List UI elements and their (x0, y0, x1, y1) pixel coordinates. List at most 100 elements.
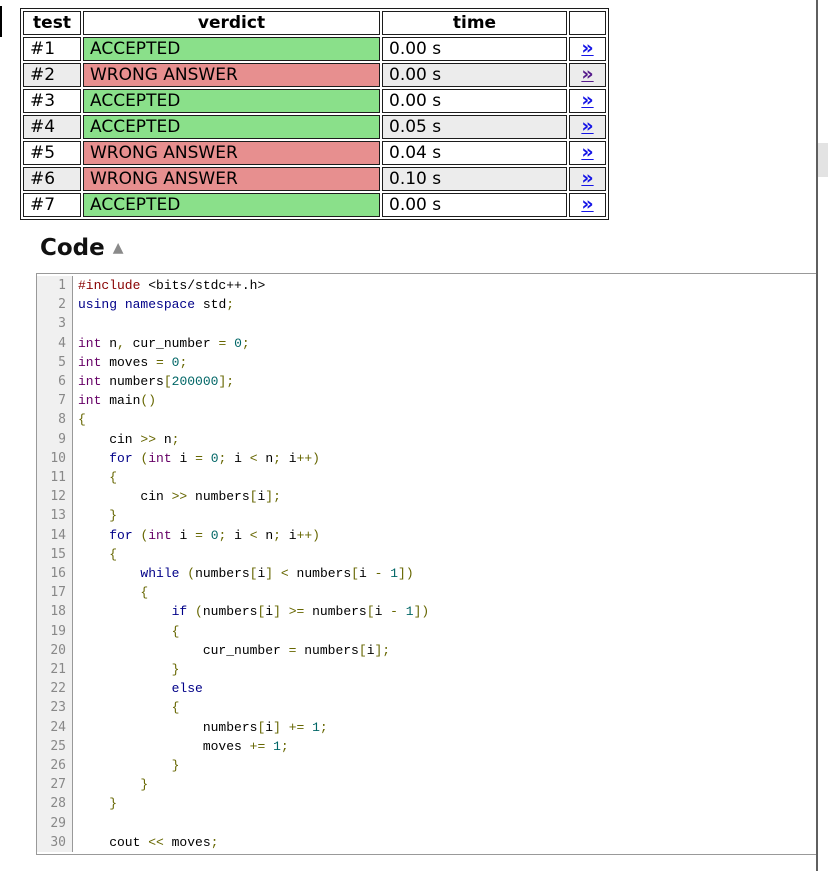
code-token: i (265, 719, 274, 735)
code-token: = (288, 642, 297, 658)
view-test-details-link[interactable]: » (581, 141, 594, 163)
code-token: >= (288, 604, 305, 620)
line-number: 18 (37, 602, 73, 622)
code-line: 13 } (37, 506, 828, 526)
results-table-body: #1 ACCEPTED 0.00 s» #2 WRONG ANSWER 0.00 s» #3… (23, 37, 606, 217)
code-line-text: { (73, 698, 180, 717)
code-token: i (280, 527, 297, 543)
time-cell: 0.05 s (382, 115, 567, 139)
collapse-code-icon[interactable]: ▲ (112, 240, 124, 256)
code-token: cur_number (78, 642, 289, 658)
code-token: - (390, 604, 398, 620)
code-token: ] (273, 604, 281, 620)
code-token (203, 451, 211, 466)
view-test-details-link[interactable]: » (581, 63, 594, 85)
time-cell: 0.00 s (382, 37, 567, 61)
line-number: 20 (37, 640, 73, 661)
code-token: ++) (296, 450, 320, 466)
scrollbar-thumb[interactable] (818, 143, 828, 177)
code-token: moves (78, 738, 250, 754)
code-token: < (249, 450, 258, 466)
line-number: 21 (37, 660, 73, 680)
code-line: 17 { (37, 583, 828, 603)
code-token (304, 720, 312, 735)
line-number: 9 (37, 429, 73, 449)
verdict-cell: ACCEPTED (83, 89, 380, 113)
code-token (187, 604, 195, 619)
code-token: ( (187, 566, 196, 582)
code-token: numbers (187, 489, 250, 505)
view-test-details-link[interactable]: » (581, 37, 594, 59)
code-line-text: { (73, 410, 86, 429)
details-cell: » (569, 167, 606, 191)
code-line-text: cin >> n; (73, 430, 179, 449)
code-token: ; (280, 738, 289, 754)
code-line: 9 cin >> n; (37, 429, 828, 449)
code-token: for (109, 527, 133, 543)
code-token: { (171, 623, 180, 639)
line-number: 7 (37, 391, 73, 411)
test-number-cell: #5 (23, 141, 81, 165)
verdict-cell: ACCEPTED (83, 193, 380, 217)
view-test-details-link[interactable]: » (581, 89, 594, 111)
code-token: ; (319, 719, 328, 735)
code-token (226, 336, 234, 351)
code-token: - (374, 566, 383, 582)
line-number: 1 (37, 276, 73, 296)
code-token: { (171, 700, 180, 716)
code-line: 20 cur_number = numbers[i]; (37, 640, 828, 661)
code-token (265, 739, 273, 754)
view-test-details-link[interactable]: » (581, 167, 594, 189)
code-line-text: #include <bits/stdc++.h> (73, 276, 265, 295)
code-token (78, 547, 109, 562)
code-token: , (117, 335, 125, 351)
code-token: moves (163, 834, 211, 850)
line-number: 28 (37, 794, 73, 814)
view-test-details-link[interactable]: » (581, 115, 594, 137)
test-number-cell: #1 (23, 37, 81, 61)
code-line: 1 #include <bits/stdc++.h> (37, 276, 828, 296)
code-token (78, 508, 109, 523)
line-number: 12 (37, 487, 73, 507)
code-token: numbers (296, 642, 359, 658)
code-token: ] (273, 719, 281, 735)
code-token: 0 (210, 527, 219, 543)
code-token (78, 777, 140, 792)
code-line: 5 int moves = 0; (37, 352, 828, 373)
code-token: namespace (124, 297, 196, 313)
code-token: ; (226, 297, 235, 313)
code-line-text (73, 814, 78, 833)
line-number: 24 (37, 717, 73, 737)
view-test-details-link[interactable]: » (581, 193, 594, 215)
code-token: = (218, 335, 227, 351)
code-line: 16 while (numbers[i] < numbers[i - 1]) (37, 564, 828, 584)
vertical-scrollbar[interactable] (816, 0, 828, 871)
code-line-text: } (73, 794, 117, 813)
code-token: { (78, 412, 86, 428)
code-token (203, 528, 211, 543)
code-line: 10 for (int i = 0; i < n; i++) (37, 448, 828, 469)
line-number: 29 (37, 813, 73, 833)
code-token: int (78, 354, 102, 370)
code-token: 0 (210, 450, 219, 466)
code-line-text: int numbers[200000]; (73, 372, 234, 391)
code-token: } (171, 662, 180, 678)
line-number: 16 (37, 564, 73, 584)
code-token (281, 720, 289, 735)
code-token: cin (78, 431, 141, 447)
code-token: ]) (413, 604, 430, 620)
code-token: main (101, 393, 141, 409)
code-token: { (140, 585, 149, 601)
table-row: #1 ACCEPTED 0.00 s » (23, 37, 606, 61)
code-token: while (140, 566, 180, 582)
code-token: } (109, 508, 118, 524)
code-line: 30 cout << moves; (37, 832, 828, 853)
code-token: [ (257, 719, 266, 735)
code-section-heading: Code ▲ (40, 235, 828, 261)
code-token: += (249, 738, 266, 754)
code-token (78, 681, 172, 696)
verdict-cell: WRONG ANSWER (83, 141, 380, 165)
code-line: 22 else (37, 679, 828, 699)
code-line-text: int main() (73, 391, 156, 410)
code-token: < (249, 527, 258, 543)
